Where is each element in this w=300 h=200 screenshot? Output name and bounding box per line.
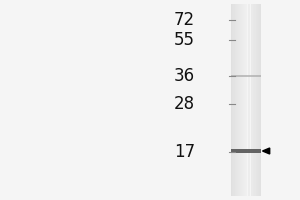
Bar <box>239 4 240 196</box>
Bar <box>240 4 241 196</box>
Bar <box>254 4 255 196</box>
Bar <box>259 4 260 196</box>
Bar <box>233 4 234 196</box>
Bar <box>257 4 258 196</box>
Bar <box>243 4 244 196</box>
Text: 55: 55 <box>174 31 195 49</box>
Bar <box>241 4 242 196</box>
Bar <box>253 4 254 196</box>
Bar <box>242 4 243 196</box>
Bar <box>255 4 256 196</box>
Bar <box>238 4 239 196</box>
Bar <box>252 4 253 196</box>
Bar <box>247 4 248 196</box>
Bar <box>256 4 257 196</box>
Text: 72: 72 <box>174 11 195 29</box>
Bar <box>260 4 261 196</box>
Bar <box>244 4 245 196</box>
Bar <box>237 4 238 196</box>
Bar <box>231 4 232 196</box>
Bar <box>235 4 236 196</box>
Bar <box>258 4 259 196</box>
Bar <box>236 4 237 196</box>
Bar <box>250 4 251 196</box>
Bar <box>251 4 252 196</box>
Bar <box>234 4 235 196</box>
Bar <box>238 4 239 196</box>
Bar <box>248 4 249 196</box>
Polygon shape <box>262 148 270 154</box>
Bar <box>246 4 247 196</box>
Text: 28: 28 <box>174 95 195 113</box>
Text: 36: 36 <box>174 67 195 85</box>
Bar <box>249 4 250 196</box>
Bar <box>231 149 261 153</box>
Bar <box>232 4 233 196</box>
Bar <box>245 4 246 196</box>
Bar <box>231 75 261 77</box>
Text: 17: 17 <box>174 143 195 161</box>
